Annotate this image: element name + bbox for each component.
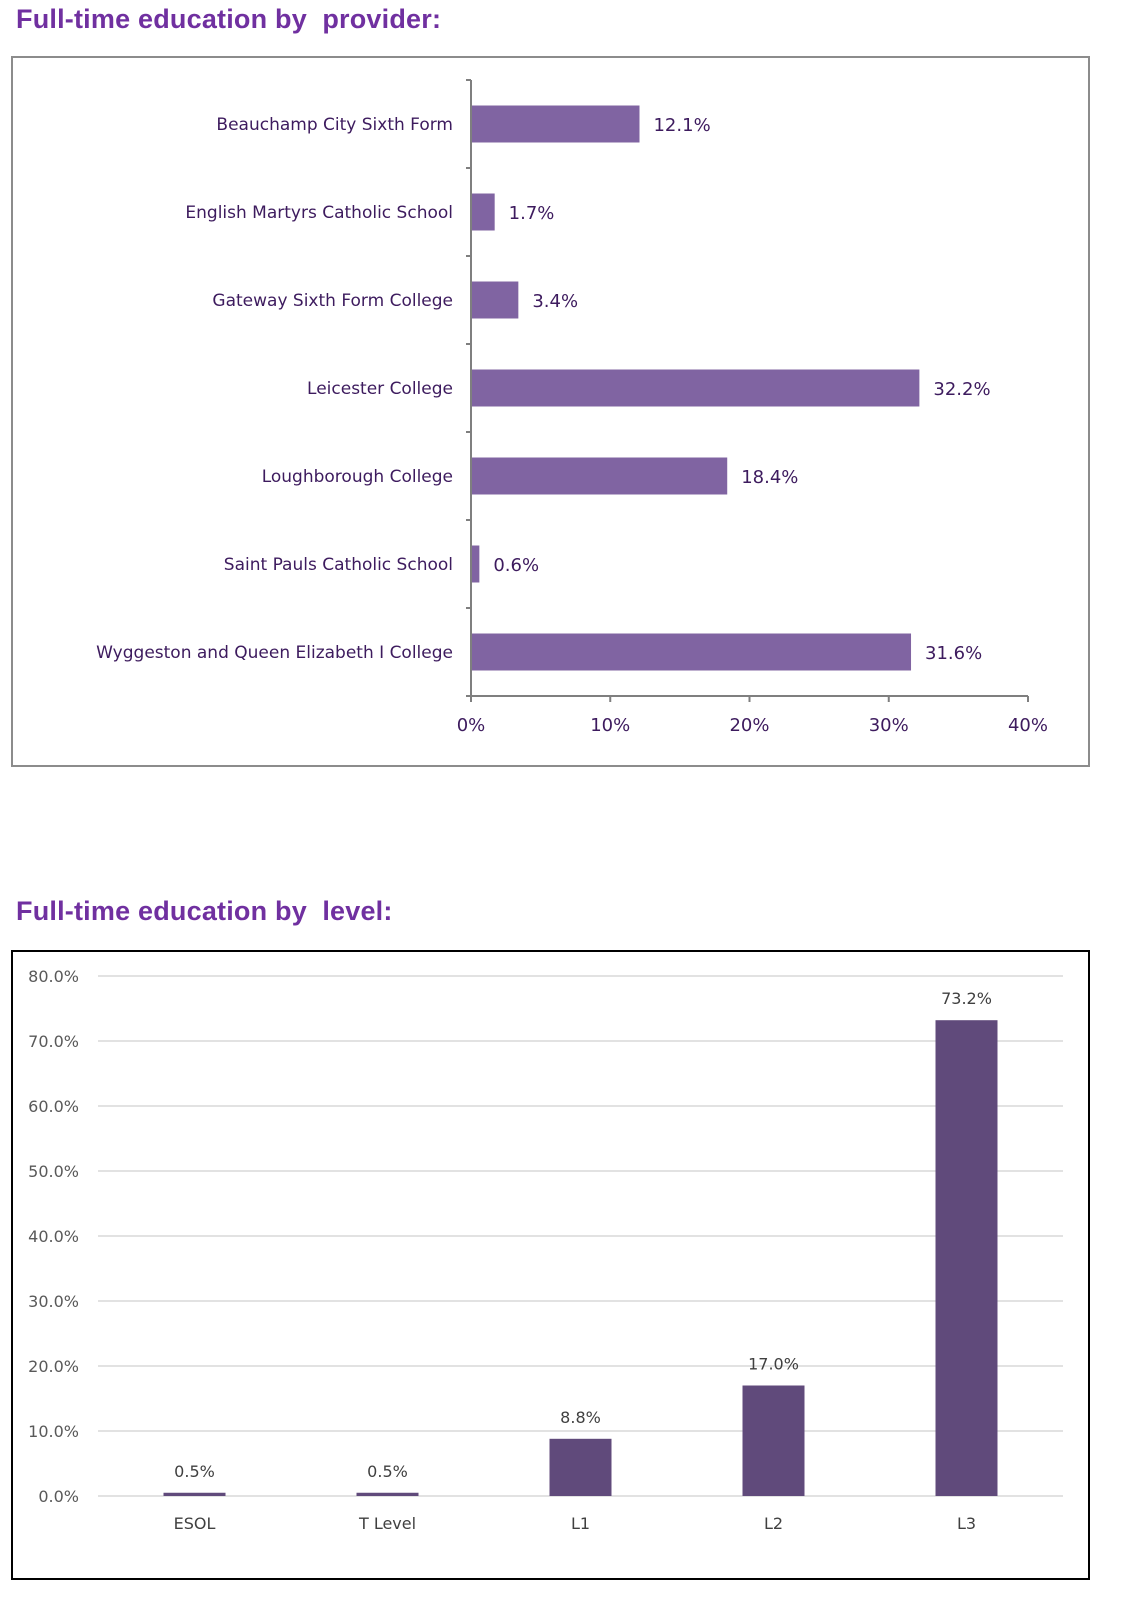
provider-bar: [472, 457, 728, 495]
level-value-label: 73.2%: [941, 989, 992, 1008]
level-y-tick-label: 40.0%: [28, 1227, 79, 1246]
level-y-tick-label: 30.0%: [28, 1292, 79, 1311]
provider-value-label: 32.2%: [933, 379, 990, 400]
level-chart-frame: 0.0% 10.0% 20.0% 30.0% 40.0% 50.0% 60.0% 70.0% 8…: [11, 950, 1090, 1580]
provider-x-tick-label: 30%: [869, 715, 909, 736]
provider-bar: [472, 193, 495, 231]
provider-bar: [472, 281, 519, 319]
provider-category-label: Leicester College: [307, 379, 453, 399]
level-bar: [163, 1492, 226, 1496]
provider-x-tick-label: 0%: [457, 715, 486, 736]
level-category-label: T Level: [358, 1514, 416, 1533]
provider-chart-frame: 0% 10% 20% 30% 40% Beauchamp City Sixth Form 1…: [11, 56, 1090, 767]
level-category-label: L3: [957, 1514, 976, 1533]
provider-category-label: Gateway Sixth Form College: [212, 291, 453, 311]
provider-value-label: 12.1%: [653, 115, 710, 136]
provider-category-label: Loughborough College: [262, 467, 453, 487]
level-bar: [549, 1438, 612, 1496]
level-category-label: L2: [764, 1514, 783, 1533]
level-value-label: 8.8%: [560, 1408, 601, 1427]
level-y-tick-label: 80.0%: [28, 967, 79, 986]
provider-bar: [472, 369, 920, 407]
provider-value-label: 1.7%: [509, 203, 555, 224]
level-bar: [742, 1385, 805, 1496]
level-value-label: 0.5%: [174, 1462, 215, 1481]
level-category-label: L1: [571, 1514, 590, 1533]
provider-x-tick-label: 10%: [590, 715, 630, 736]
provider-value-label: 3.4%: [532, 291, 578, 312]
provider-category-label: Wyggeston and Queen Elizabeth I College: [96, 643, 453, 663]
provider-value-label: 0.6%: [493, 555, 539, 576]
level-bar: [356, 1492, 419, 1496]
provider-category-label: Beauchamp City Sixth Form: [216, 115, 453, 135]
level-chart-title: Full-time education by level:: [16, 896, 393, 926]
provider-x-tick-label: 20%: [729, 715, 769, 736]
provider-x-tick-label: 40%: [1008, 715, 1048, 736]
level-bar: [935, 1020, 998, 1496]
level-value-label: 17.0%: [748, 1355, 799, 1374]
level-bar-chart: 0.0% 10.0% 20.0% 30.0% 40.0% 50.0% 60.0% 70.0% 8…: [28, 967, 1063, 1533]
provider-category-label: English Martyrs Catholic School: [185, 203, 453, 223]
provider-value-label: 18.4%: [741, 467, 798, 488]
level-value-label: 0.5%: [367, 1462, 408, 1481]
provider-bar: [472, 545, 480, 583]
level-y-tick-label: 50.0%: [28, 1162, 79, 1181]
provider-bar: [472, 105, 640, 143]
level-y-tick-label: 0.0%: [38, 1487, 79, 1506]
provider-bar-chart: 0% 10% 20% 30% 40% Beauchamp City Sixth Form 1…: [96, 79, 1048, 736]
provider-chart-title: Full-time education by provider:: [16, 4, 442, 34]
provider-bar: [472, 633, 912, 671]
level-y-tick-label: 60.0%: [28, 1097, 79, 1116]
level-y-tick-label: 70.0%: [28, 1032, 79, 1051]
provider-value-label: 31.6%: [925, 643, 982, 664]
level-category-label: ESOL: [174, 1514, 216, 1533]
level-y-tick-label: 20.0%: [28, 1357, 79, 1376]
level-y-tick-label: 10.0%: [28, 1422, 79, 1441]
provider-category-label: Saint Pauls Catholic School: [224, 555, 453, 575]
